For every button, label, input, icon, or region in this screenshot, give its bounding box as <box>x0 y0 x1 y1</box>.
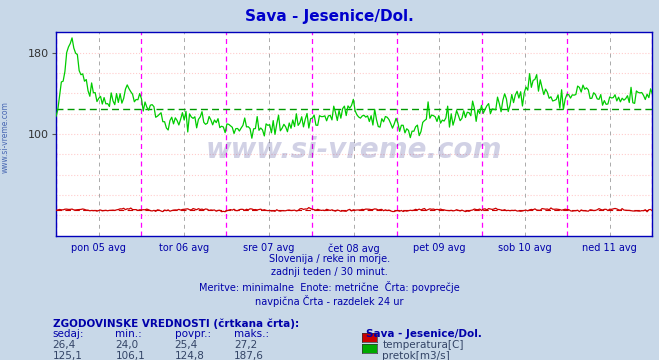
Text: temperatura[C]: temperatura[C] <box>382 340 464 350</box>
Text: pet 09 avg: pet 09 avg <box>413 243 466 253</box>
Text: 27,2: 27,2 <box>234 340 257 350</box>
Text: 25,4: 25,4 <box>175 340 198 350</box>
Text: ned 11 avg: ned 11 avg <box>583 243 637 253</box>
Text: Meritve: minimalne  Enote: metrične  Črta: povprečje: Meritve: minimalne Enote: metrične Črta:… <box>199 281 460 293</box>
Text: Sava - Jesenice/Dol.: Sava - Jesenice/Dol. <box>245 9 414 24</box>
Text: ZGODOVINSKE VREDNOSTI (črtkana črta):: ZGODOVINSKE VREDNOSTI (črtkana črta): <box>53 319 299 329</box>
Text: 187,6: 187,6 <box>234 351 264 360</box>
Text: 106,1: 106,1 <box>115 351 145 360</box>
Text: min.:: min.: <box>115 329 142 339</box>
Text: 24,0: 24,0 <box>115 340 138 350</box>
Text: sob 10 avg: sob 10 avg <box>498 243 552 253</box>
Text: povpr.:: povpr.: <box>175 329 211 339</box>
Text: zadnji teden / 30 minut.: zadnji teden / 30 minut. <box>271 267 388 278</box>
Text: www.si-vreme.com: www.si-vreme.com <box>1 101 10 173</box>
Text: 125,1: 125,1 <box>53 351 82 360</box>
Text: Slovenija / reke in morje.: Slovenija / reke in morje. <box>269 254 390 264</box>
Text: 124,8: 124,8 <box>175 351 204 360</box>
Text: Sava - Jesenice/Dol.: Sava - Jesenice/Dol. <box>366 329 482 339</box>
Text: www.si-vreme.com: www.si-vreme.com <box>206 136 502 165</box>
Text: 26,4: 26,4 <box>53 340 76 350</box>
Text: čet 08 avg: čet 08 avg <box>328 243 380 253</box>
Text: sre 07 avg: sre 07 avg <box>243 243 295 253</box>
Text: sedaj:: sedaj: <box>53 329 84 339</box>
Text: pon 05 avg: pon 05 avg <box>71 243 126 253</box>
Text: maks.:: maks.: <box>234 329 269 339</box>
Text: navpična Črta - razdelek 24 ur: navpična Črta - razdelek 24 ur <box>255 295 404 307</box>
Text: tor 06 avg: tor 06 avg <box>159 243 209 253</box>
Text: pretok[m3/s]: pretok[m3/s] <box>382 351 450 360</box>
